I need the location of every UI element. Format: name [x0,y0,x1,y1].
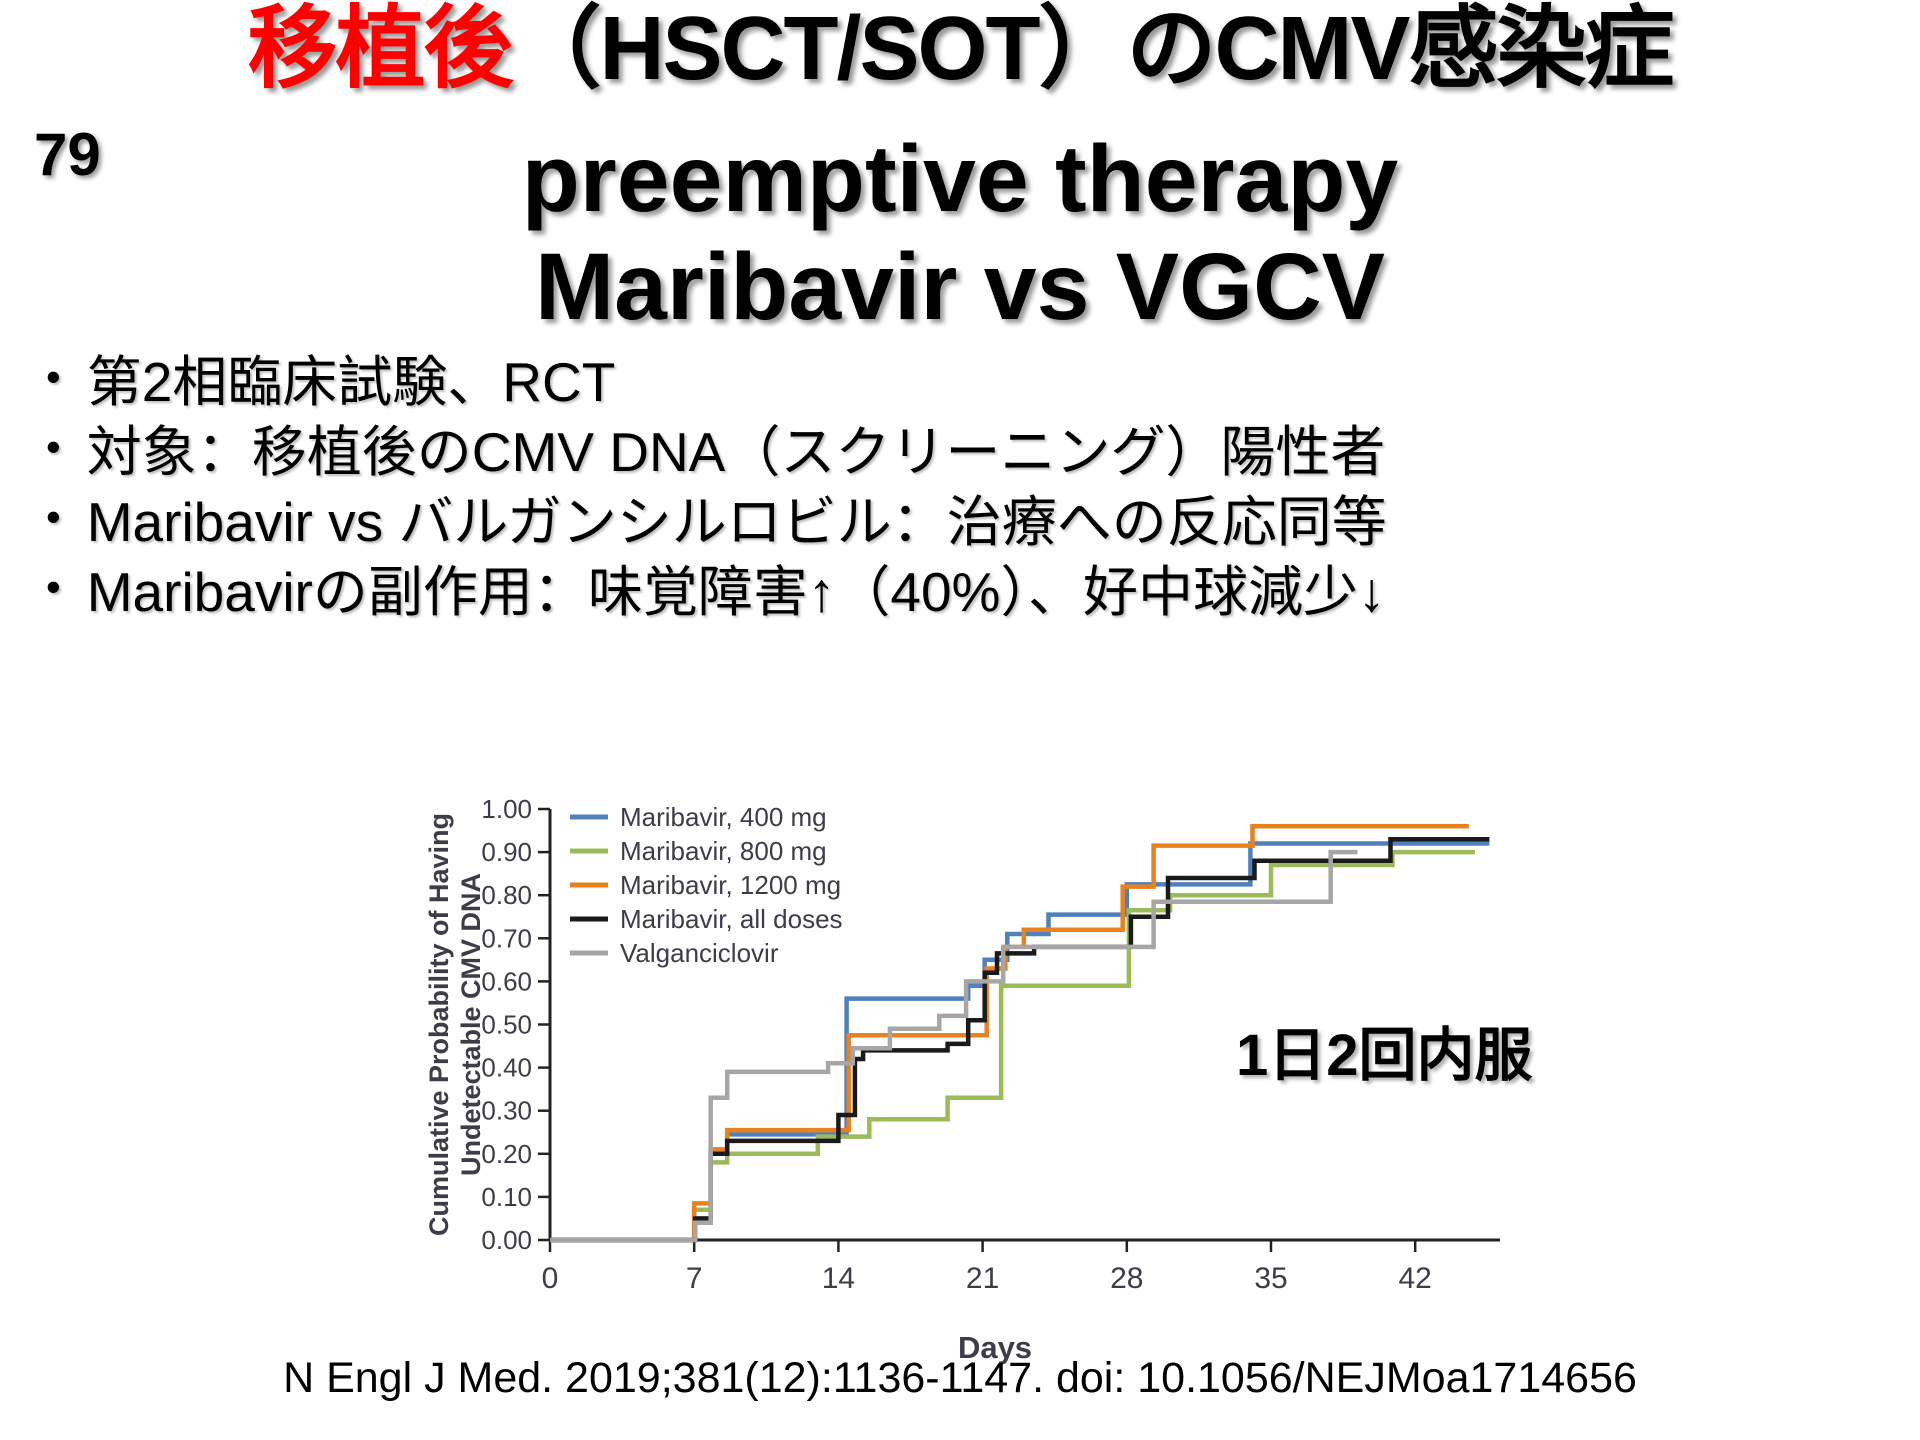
legend-label: Valganciclovir [620,938,779,968]
title-line1-rest: （HSCT/SOT）のCMV感染症 [511,0,1674,99]
y-tick-label: 0.10 [481,1182,532,1212]
slide-title-line3: Maribavir vs VGCV [534,234,1386,340]
x-tick-label: 7 [686,1262,703,1295]
y-tick-label: 0.30 [481,1096,532,1126]
bullet-text-1: 第2相臨床試験、RCT [86,351,616,413]
y-tick-label: 0.60 [481,966,532,996]
x-tick-label: 35 [1254,1262,1287,1295]
x-tick-label: 21 [966,1262,999,1295]
y-tick-label: 0.00 [481,1225,532,1255]
bullet-text-4: Maribavirの副作用：味覚障害↑（40%）、好中球減少↓ [86,561,1386,623]
bullet-item-1: 第2相臨床試験、RCT [36,342,1387,413]
bullet-item-4: Maribavirの副作用：味覚障害↑（40%）、好中球減少↓ [36,552,1387,623]
bullet-list: 第2相臨床試験、RCT 対象：移植後のCMV DNA（スクリーニング）陽性者 M… [36,342,1387,623]
slide-number: 79 [34,121,101,188]
citation: N Engl J Med. 2019;381(12):1136-1147. do… [283,1354,1637,1402]
legend-label: Maribavir, 1200 mg [620,870,841,900]
slide-title-line2: preemptive therapy [521,126,1399,232]
y-tick-label: 0.80 [481,880,532,910]
x-tick-label: 42 [1399,1262,1432,1295]
y-tick-label: 0.70 [481,923,532,953]
bullet-text-2: 対象：移植後のCMV DNA（スクリーニング）陽性者 [86,421,1386,483]
legend-label: Maribavir, 800 mg [620,836,827,866]
y-axis-label-line1: Cumulative Probability of Having [424,813,454,1236]
y-tick-label: 0.90 [481,837,532,867]
x-tick-label: 14 [822,1262,855,1295]
y-tick-label: 0.40 [481,1053,532,1083]
x-axis-label: Days [958,1330,1032,1365]
legend-label: Maribavir, 400 mg [620,802,827,832]
y-tick-label: 0.20 [481,1139,532,1169]
bullet-item-3: Maribavir vs バルガンシルロビル：治療への反応同等 [36,482,1387,553]
y-tick-label: 0.50 [481,1010,532,1040]
y-tick-label: 1.00 [481,794,532,824]
slide-title-line1: 移植後（HSCT/SOT）のCMV感染症 [0,4,1920,94]
series-valganciclovir [550,849,1358,1243]
x-tick-label: 28 [1110,1262,1143,1295]
title-highlight: 移植後 [247,0,513,99]
x-tick-label: 0 [542,1262,559,1295]
bullet-item-2: 対象：移植後のCMV DNA（スクリーニング）陽性者 [36,412,1387,483]
km-chart-svg: 0.00 0.10 0.20 0.30 0.40 0.50 0.60 0.70 0.80 0.90… [424,794,1500,1365]
km-chart: 0.00 0.10 0.20 0.30 0.40 0.50 0.60 0.70 0.80 0.90… [330,640,1580,1380]
series-maribavir-all-doses [550,836,1490,1243]
bullet-text-3: Maribavir vs バルガンシルロビル：治療への反応同等 [86,491,1387,553]
legend-label: Maribavir, all doses [620,904,843,934]
dosing-annotation: 1日2回内服 [1236,1023,1533,1088]
y-axis-label-line2: Undetectable CMV DNA [456,873,486,1176]
